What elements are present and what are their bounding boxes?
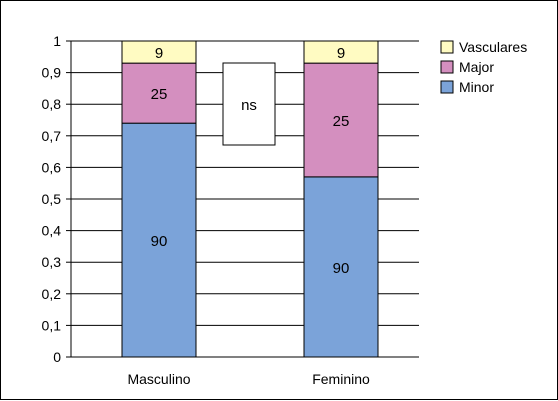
y-tick-label: 0,1 xyxy=(42,317,62,333)
y-tick-label: 0,7 xyxy=(42,128,62,144)
legend-label: Vasculares xyxy=(459,39,527,55)
legend-swatch xyxy=(440,40,454,54)
y-tick-label: 0,4 xyxy=(42,223,62,239)
bar-segment-minor xyxy=(121,122,197,358)
legend-swatch xyxy=(440,60,454,74)
data-label: 9 xyxy=(337,45,345,62)
bar-segment-vasculares xyxy=(303,40,379,64)
y-tick-label: 0,3 xyxy=(42,254,62,270)
bar-segment-major xyxy=(303,62,379,178)
bar-segment-vasculares xyxy=(121,40,197,64)
data-label: 90 xyxy=(151,233,168,250)
y-tick-label: 0,2 xyxy=(42,286,62,302)
category-label: Feminino xyxy=(312,371,370,387)
y-tick-label: 1 xyxy=(53,33,61,49)
category-label: Masculino xyxy=(127,371,190,387)
bar-segment-minor xyxy=(303,176,379,358)
legend-label: Major xyxy=(459,59,494,75)
y-tick-label: 0,6 xyxy=(42,159,62,175)
data-label: 9 xyxy=(155,45,163,62)
annotation-label: ns xyxy=(241,97,257,114)
legend-label: Minor xyxy=(459,79,494,95)
data-label: 25 xyxy=(151,86,168,103)
bar-segment-major xyxy=(121,62,197,124)
y-tick-label: 0 xyxy=(53,349,61,365)
annotation-box xyxy=(222,62,276,146)
y-tick-label: 0,5 xyxy=(42,191,62,207)
y-tick-label: 0,9 xyxy=(42,65,62,81)
legend-swatch xyxy=(440,80,454,94)
data-label: 25 xyxy=(333,113,350,130)
data-label: 90 xyxy=(333,260,350,277)
y-tick-label: 0,8 xyxy=(42,96,62,112)
